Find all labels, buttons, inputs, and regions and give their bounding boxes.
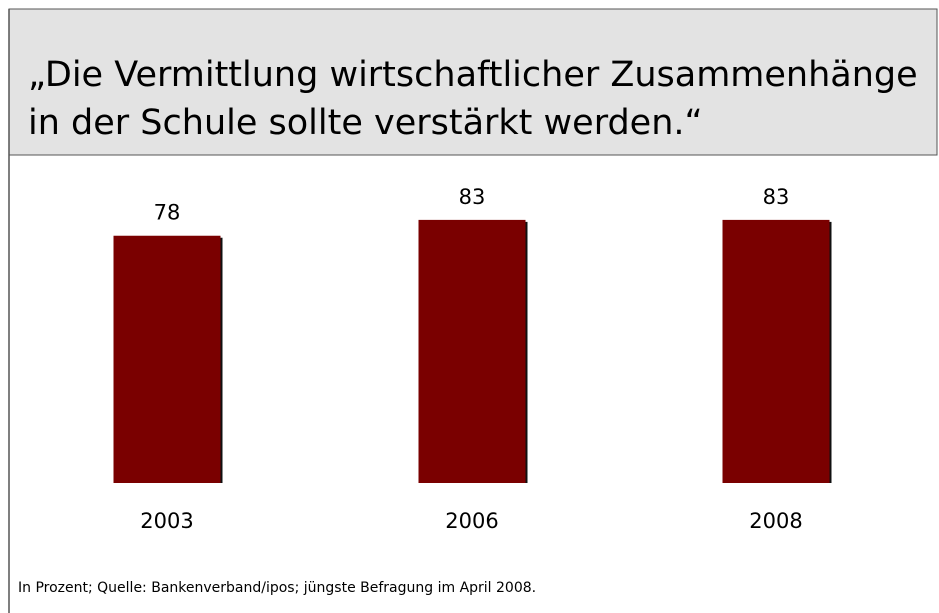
chart-title-line: in der Schule sollte verstärkt werden.“ — [28, 103, 703, 143]
bar-shadow — [524, 221, 528, 483]
x-tick-label: 2006 — [445, 509, 498, 533]
x-tick-label: 2008 — [749, 509, 802, 533]
bar — [113, 235, 221, 483]
value-label: 83 — [763, 185, 790, 209]
chart-title-line: „Die Vermittlung wirtschaftlicher Zusamm… — [28, 55, 918, 95]
header-box — [8, 8, 938, 156]
bar — [722, 219, 830, 483]
note: In Prozent; Quelle: Bankenverband/ipos; … — [18, 580, 536, 596]
x-tick-label: 2003 — [140, 509, 193, 533]
bar — [418, 219, 526, 483]
value-label: 78 — [154, 201, 181, 225]
value-label: 83 — [459, 185, 486, 209]
bar-shadow — [828, 221, 832, 483]
bar-shadow — [219, 237, 223, 483]
